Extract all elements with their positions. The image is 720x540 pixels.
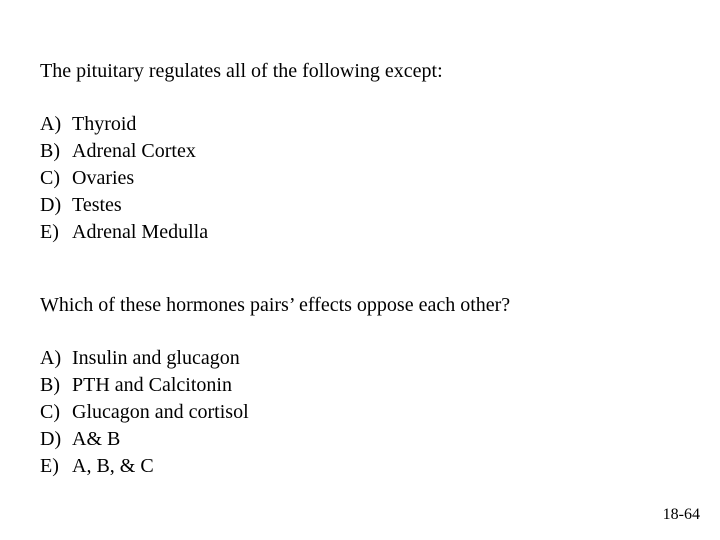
option-text: PTH and Calcitonin: [72, 372, 232, 399]
option-label: A): [40, 111, 72, 138]
option-row: A) Insulin and glucagon: [40, 345, 680, 372]
option-text: Thyroid: [72, 111, 136, 138]
option-row: D) Testes: [40, 192, 680, 219]
option-label: C): [40, 165, 72, 192]
option-row: C) Glucagon and cortisol: [40, 399, 680, 426]
question-prompt: Which of these hormones pairs’ effects o…: [40, 294, 680, 317]
option-row: E) A, B, & C: [40, 453, 680, 480]
option-row: B) Adrenal Cortex: [40, 138, 680, 165]
option-row: E) Adrenal Medulla: [40, 219, 680, 246]
option-label: C): [40, 399, 72, 426]
options-list: A) Thyroid B) Adrenal Cortex C) Ovaries …: [40, 111, 680, 246]
option-text: Adrenal Cortex: [72, 138, 196, 165]
option-label: E): [40, 219, 72, 246]
question-block-1: The pituitary regulates all of the follo…: [40, 60, 680, 246]
option-label: B): [40, 372, 72, 399]
option-text: Adrenal Medulla: [72, 219, 208, 246]
option-label: B): [40, 138, 72, 165]
option-row: C) Ovaries: [40, 165, 680, 192]
page-number: 18-64: [663, 506, 700, 524]
option-text: Insulin and glucagon: [72, 345, 240, 372]
slide-page: The pituitary regulates all of the follo…: [0, 0, 720, 540]
option-label: D): [40, 426, 72, 453]
option-label: D): [40, 192, 72, 219]
option-text: Ovaries: [72, 165, 134, 192]
option-text: Testes: [72, 192, 122, 219]
question-prompt: The pituitary regulates all of the follo…: [40, 60, 680, 83]
option-row: D) A& B: [40, 426, 680, 453]
option-label: E): [40, 453, 72, 480]
option-text: Glucagon and cortisol: [72, 399, 249, 426]
question-block-2: Which of these hormones pairs’ effects o…: [40, 294, 680, 480]
option-text: A& B: [72, 426, 120, 453]
options-list: A) Insulin and glucagon B) PTH and Calci…: [40, 345, 680, 480]
option-row: A) Thyroid: [40, 111, 680, 138]
option-label: A): [40, 345, 72, 372]
option-text: A, B, & C: [72, 453, 154, 480]
option-row: B) PTH and Calcitonin: [40, 372, 680, 399]
